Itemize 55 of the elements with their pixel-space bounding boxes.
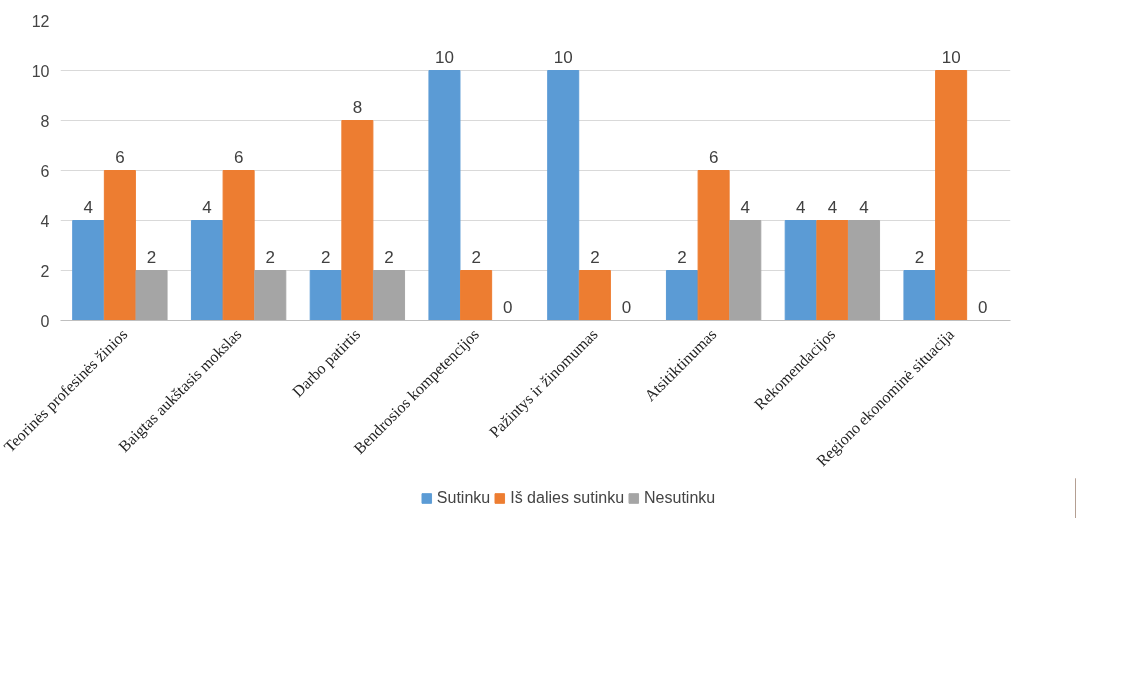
data-label: 2: [320, 247, 331, 267]
bar: [190, 220, 223, 321]
bar: [254, 270, 287, 321]
data-label: 0: [978, 297, 988, 317]
data-label: 4: [859, 197, 869, 217]
bar: [72, 220, 105, 321]
data-label: 0: [503, 297, 513, 317]
data-label: 10: [435, 47, 454, 67]
bar: [903, 270, 936, 321]
bar: [784, 220, 817, 321]
bar: [578, 270, 611, 321]
data-label: 6: [115, 147, 125, 167]
data-label: 4: [83, 197, 93, 217]
y-tick-label: 6: [40, 162, 50, 180]
data-label: 2: [590, 247, 600, 267]
bar: [309, 270, 342, 321]
y-tick-label: 8: [40, 112, 50, 130]
data-label: 2: [471, 247, 481, 267]
data-label: 10: [553, 47, 573, 67]
data-label: 6: [233, 147, 244, 167]
data-label: 4: [795, 197, 806, 217]
bar: [222, 170, 255, 321]
y-tick-label: 10: [31, 62, 50, 80]
data-label: 2: [914, 247, 925, 267]
bar: [848, 220, 881, 321]
data-label: 2: [265, 247, 276, 267]
bar: [816, 220, 849, 321]
data-label: 2: [146, 247, 157, 267]
legend-label: Nesutinku: [644, 489, 716, 507]
bar: [547, 70, 580, 321]
legend-label: Iš dalies sutinku: [510, 489, 625, 507]
bar: [729, 220, 762, 321]
data-label: 2: [384, 247, 394, 267]
legend-label: Sutinku: [436, 489, 491, 507]
bar: [697, 170, 730, 321]
bar: [341, 120, 374, 321]
data-label: 0: [621, 297, 632, 317]
y-tick-label: 2: [40, 262, 50, 280]
bar: [935, 70, 968, 321]
y-tick-label: 4: [40, 212, 50, 230]
bar: [428, 70, 461, 321]
data-label: 4: [740, 197, 751, 217]
data-label: 8: [352, 97, 363, 117]
bar: [135, 270, 168, 321]
y-tick-label: 12: [31, 12, 50, 30]
data-label: 10: [941, 47, 961, 67]
bar: [460, 270, 493, 321]
y-tick-label: 0: [40, 312, 50, 330]
bar: [103, 170, 136, 321]
data-label: 2: [677, 247, 687, 267]
bar: [665, 270, 698, 321]
data-label: 4: [827, 197, 838, 217]
bar: [373, 270, 406, 321]
data-label: 6: [708, 147, 719, 167]
data-label: 4: [202, 197, 212, 217]
